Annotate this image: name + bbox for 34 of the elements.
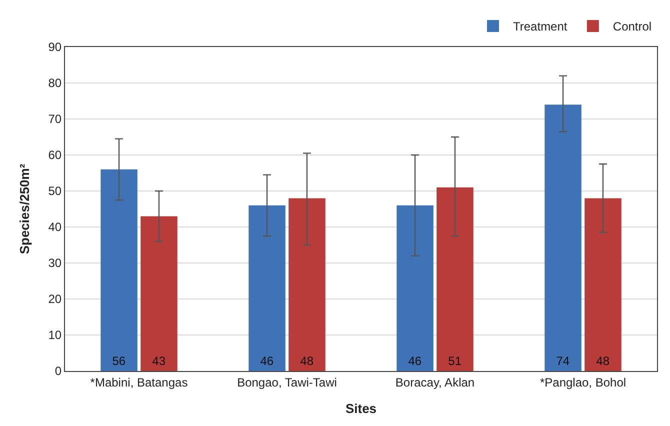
data-label: 51: [448, 354, 462, 368]
data-label: 43: [152, 354, 166, 368]
data-label: 48: [596, 354, 610, 368]
legend-label: Treatment: [513, 20, 568, 34]
data-label: 46: [408, 354, 422, 368]
y-tick-label: 30: [48, 256, 62, 270]
data-label: 48: [300, 354, 314, 368]
data-label: 56: [112, 354, 126, 368]
x-tick-label: Bongao, Tawi-Tawi: [237, 375, 337, 390]
y-tick-label: 50: [48, 184, 62, 198]
bar: [396, 205, 434, 371]
x-tick-label: Boracay, Aklan: [395, 375, 475, 390]
bar: [100, 169, 138, 371]
legend-label: Control: [612, 20, 652, 34]
y-tick-label: 20: [48, 292, 62, 306]
y-tick-label: 70: [48, 112, 62, 126]
x-axis-title: Sites: [345, 401, 377, 416]
y-tick-label: 60: [48, 148, 62, 162]
data-label: 46: [260, 354, 274, 368]
bar: [248, 205, 286, 371]
y-tick-label: 0: [54, 364, 62, 378]
data-label: 74: [556, 354, 570, 368]
bar: [544, 104, 582, 371]
y-tick-label: 10: [48, 328, 62, 342]
bar: [436, 187, 474, 371]
x-tick-label: *Mabini, Batangas: [90, 375, 188, 390]
x-tick-label: *Panglao, Bohol: [540, 375, 626, 390]
y-axis-title: Species/250m²: [17, 163, 32, 254]
bar: [584, 198, 622, 371]
bar: [288, 198, 326, 371]
bar: [140, 216, 178, 371]
y-tick-label: 90: [48, 40, 62, 54]
y-tick-label: 40: [48, 220, 62, 234]
y-tick-label: 80: [48, 76, 62, 90]
